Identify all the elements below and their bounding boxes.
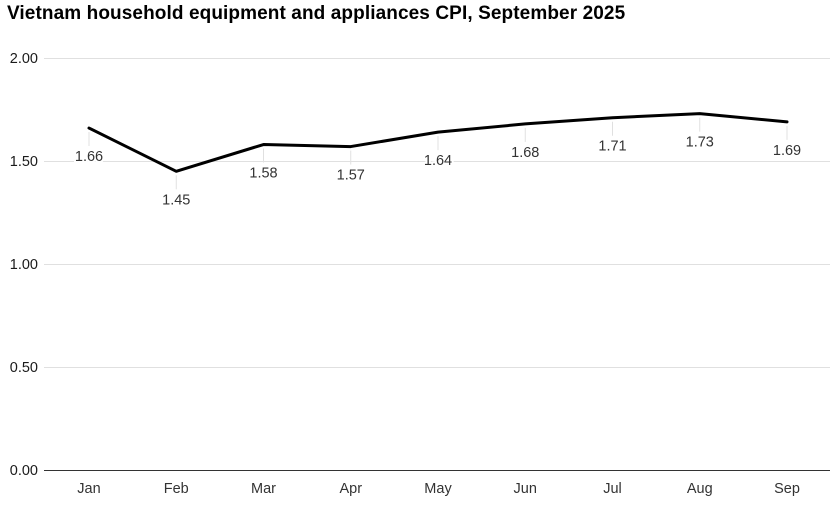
y-tick-label: 1.00 xyxy=(10,257,38,273)
x-tick-label: Apr xyxy=(339,481,362,497)
x-tick-label: Jun xyxy=(514,481,537,497)
x-tick-label: Jul xyxy=(603,481,622,497)
y-tick-label: 1.50 xyxy=(10,154,38,170)
y-tick-label: 0.00 xyxy=(10,463,38,479)
chart-title: Vietnam household equipment and applianc… xyxy=(7,3,626,24)
x-tick-label: Jan xyxy=(77,481,100,497)
x-tick-label: Mar xyxy=(251,481,276,497)
data-label: 1.64 xyxy=(424,153,452,169)
data-label: 1.71 xyxy=(598,139,626,155)
data-label: 1.66 xyxy=(75,149,103,165)
data-label: 1.57 xyxy=(337,168,365,184)
x-tick-label: May xyxy=(424,481,452,497)
data-label: 1.68 xyxy=(511,145,539,161)
data-label: 1.73 xyxy=(686,135,714,151)
data-label: 1.69 xyxy=(773,143,801,159)
data-label: 1.45 xyxy=(162,192,190,208)
y-tick-label: 2.00 xyxy=(10,51,38,67)
x-tick-label: Aug xyxy=(687,481,713,497)
x-tick-label: Feb xyxy=(164,481,189,497)
x-tick-label: Sep xyxy=(774,481,800,497)
y-tick-label: 0.50 xyxy=(10,360,38,376)
data-label: 1.58 xyxy=(249,166,277,182)
data-line xyxy=(87,112,789,173)
